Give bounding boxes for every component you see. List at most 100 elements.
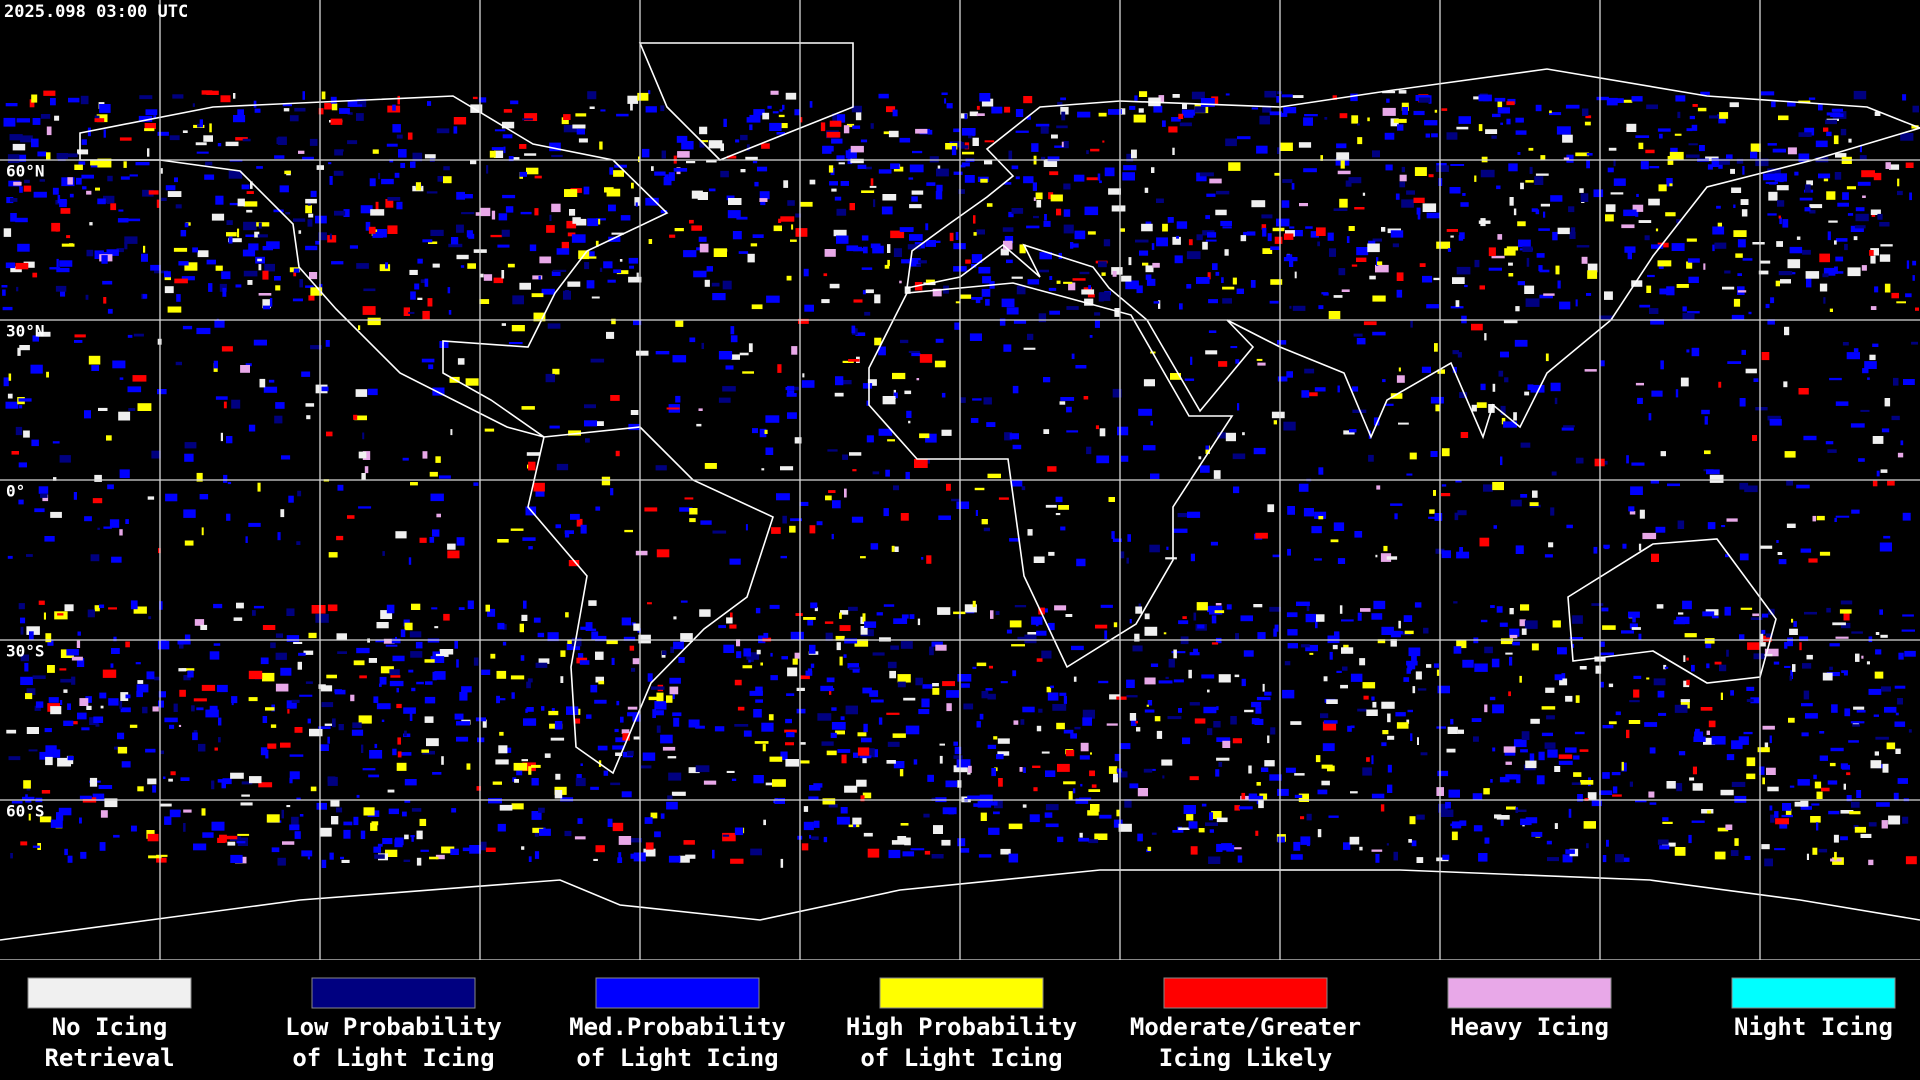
- icing-pixel: [1411, 840, 1417, 847]
- icing-pixel: [1500, 638, 1513, 645]
- icing-pixel: [1897, 778, 1908, 784]
- icing-pixel: [352, 722, 362, 729]
- icing-pixel: [119, 469, 130, 479]
- icing-pixel: [1057, 836, 1064, 843]
- icing-pixel: [145, 748, 156, 753]
- icing-pixel: [1371, 849, 1383, 852]
- icing-pixel: [1394, 513, 1398, 520]
- icing-pixel: [531, 764, 541, 768]
- icing-pixel: [1657, 839, 1669, 845]
- icing-pixel: [87, 609, 95, 618]
- icing-pixel: [887, 259, 890, 267]
- icing-pixel: [927, 774, 934, 782]
- icing-pixel: [1108, 497, 1115, 502]
- icing-pixel: [1144, 709, 1155, 713]
- icing-pixel: [1539, 269, 1550, 273]
- icing-pixel: [1240, 235, 1247, 242]
- icing-pixel: [1520, 182, 1524, 190]
- icing-pixel: [1806, 180, 1813, 186]
- icing-pixel: [1912, 275, 1915, 281]
- icing-pixel: [264, 263, 275, 272]
- icing-pixel: [1515, 117, 1524, 123]
- icing-pixel: [39, 179, 45, 182]
- icing-pixel: [1700, 707, 1713, 711]
- icing-pixel: [1846, 352, 1860, 360]
- icing-pixel: [453, 126, 458, 134]
- icing-pixel: [1474, 175, 1477, 182]
- icing-pixel: [608, 204, 616, 212]
- icing-pixel: [174, 278, 188, 284]
- icing-pixel: [1802, 249, 1811, 255]
- icing-pixel: [1357, 708, 1367, 712]
- icing-pixel: [575, 777, 586, 787]
- icing-pixel: [590, 358, 605, 363]
- icing-pixel: [1090, 148, 1100, 152]
- icing-pixel: [759, 191, 770, 200]
- icing-pixel: [688, 767, 700, 774]
- icing-pixel: [821, 299, 830, 304]
- icing-pixel: [157, 131, 169, 136]
- icing-pixel: [834, 196, 842, 201]
- icing-pixel: [1627, 250, 1632, 260]
- icing-pixel: [1255, 830, 1259, 836]
- icing-pixel: [382, 551, 385, 556]
- icing-pixel: [1626, 729, 1630, 739]
- icing-pixel: [1615, 854, 1624, 863]
- icing-pixel: [1004, 182, 1012, 185]
- icing-pixel: [1642, 532, 1657, 540]
- icing-pixel: [892, 109, 898, 117]
- icing-pixel: [1345, 180, 1352, 187]
- icing-pixel: [1216, 843, 1223, 852]
- icing-pixel: [1515, 809, 1527, 812]
- icing-pixel: [644, 817, 653, 824]
- icing-pixel: [878, 346, 886, 356]
- icing-pixel: [736, 639, 741, 647]
- icing-pixel: [1804, 611, 1817, 615]
- icing-pixel: [1912, 260, 1917, 266]
- icing-pixel: [1905, 293, 1912, 298]
- icing-pixel: [1089, 770, 1095, 777]
- icing-pixel: [893, 248, 902, 257]
- icing-pixel: [801, 380, 815, 388]
- icing-pixel: [1484, 646, 1493, 654]
- icing-pixel: [1119, 743, 1131, 750]
- icing-pixel: [935, 190, 943, 200]
- icing-pixel: [867, 379, 877, 386]
- icing-pixel: [1082, 709, 1095, 719]
- icing-pixel: [39, 751, 49, 760]
- icing-pixel: [1543, 293, 1555, 296]
- icing-pixel: [1429, 509, 1435, 514]
- icing-pixel: [165, 185, 176, 191]
- icing-pixel: [1120, 455, 1129, 462]
- icing-pixel: [1688, 143, 1698, 146]
- icing-pixel: [1019, 767, 1023, 772]
- icing-pixel: [169, 724, 175, 729]
- icing-pixel: [1692, 766, 1697, 775]
- icing-pixel: [1783, 381, 1788, 388]
- icing-pixel: [827, 449, 838, 452]
- icing-pixel: [1009, 538, 1021, 542]
- latitude-label: 60°N: [6, 162, 45, 181]
- icing-pixel: [385, 849, 398, 857]
- icing-pixel: [1186, 814, 1194, 821]
- icing-pixel: [852, 669, 860, 673]
- icing-pixel: [350, 694, 355, 702]
- icing-pixel: [1207, 728, 1213, 736]
- icing-pixel: [315, 613, 329, 623]
- icing-pixel: [1373, 417, 1380, 426]
- icing-pixel: [499, 804, 513, 811]
- icing-pixel: [1088, 285, 1091, 290]
- icing-pixel: [1666, 286, 1675, 296]
- icing-pixel: [882, 194, 897, 201]
- icing-pixel: [1108, 109, 1122, 115]
- icing-pixel: [1457, 352, 1462, 358]
- icing-pixel: [533, 617, 541, 623]
- icing-pixel: [1531, 643, 1539, 651]
- icing-pixel: [565, 612, 569, 618]
- icing-pixel: [16, 286, 19, 292]
- icing-pixel: [1674, 847, 1686, 856]
- icing-pixel: [1406, 473, 1413, 476]
- icing-pixel: [843, 125, 850, 134]
- icing-pixel: [174, 177, 178, 183]
- icing-pixel: [584, 262, 590, 270]
